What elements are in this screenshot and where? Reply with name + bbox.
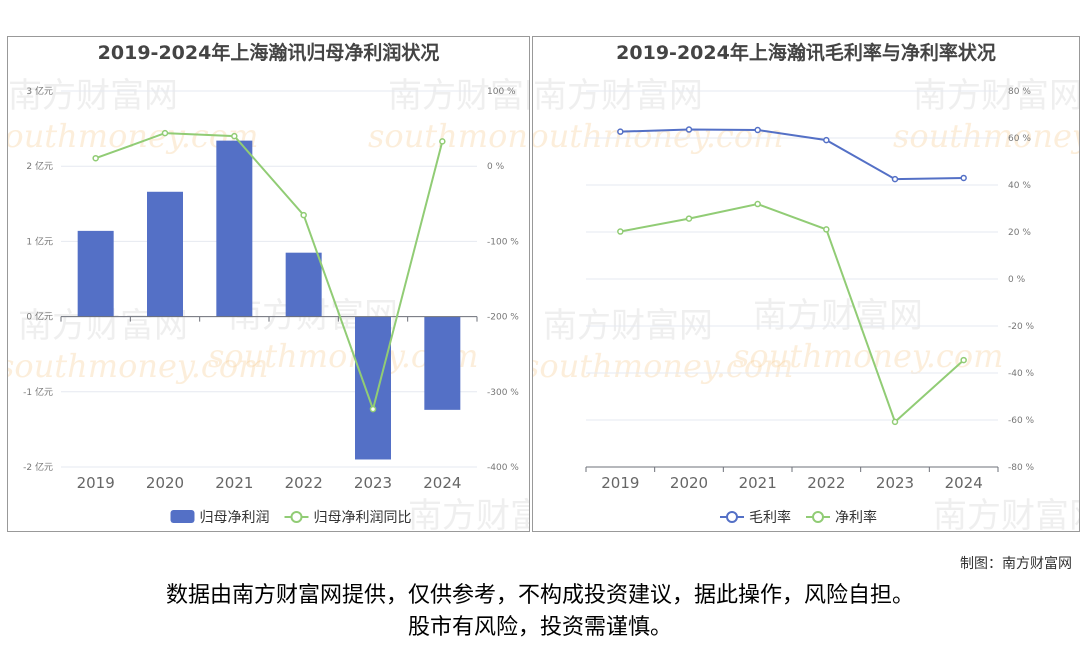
disclaimer: 数据由南方财富网提供，仅供参考，不构成投资建议，据此操作，风险自担。 股市有风险… xyxy=(0,580,1080,644)
y-right-tick-label: -40 % xyxy=(1008,369,1035,379)
data-point xyxy=(823,136,830,144)
data-point xyxy=(754,200,761,208)
series-line-净利率 xyxy=(620,202,965,424)
margin-chart-panel: 南方财富网southmoney.com南方财富网southmoney.com南方… xyxy=(532,36,1080,532)
x-tick-label: 2023 xyxy=(354,474,392,492)
watermark-text: 南方财富网 xyxy=(933,496,1079,531)
disclaimer-line: 股市有风险，投资需谨慎。 xyxy=(407,615,672,640)
data-point xyxy=(685,215,693,222)
bar-2021 xyxy=(216,140,253,317)
legend-label: 净利率 xyxy=(835,509,877,526)
y-right-tick-label: -80 % xyxy=(1008,463,1035,473)
y-right-tick-label: -200 % xyxy=(487,313,519,323)
series-line-归母净利润同比 xyxy=(95,132,444,413)
net-profit-chart-panel: 南方财富网southmoney.com南方财富网southmoney.com南方… xyxy=(7,36,530,532)
data-point xyxy=(161,129,169,137)
watermark-text: southmoney.com xyxy=(893,117,1079,155)
y-right-tick-label: -60 % xyxy=(1008,416,1035,426)
data-point xyxy=(617,228,624,235)
watermark-text: southmoney.com xyxy=(8,347,268,385)
y-left-tick-label: 1 亿元 xyxy=(26,235,53,247)
x-tick-label: 2024 xyxy=(423,474,461,492)
x-tick-label: 2024 xyxy=(945,474,983,492)
y-right-tick-label: 40 % xyxy=(1008,181,1031,191)
bar-2020 xyxy=(147,191,183,317)
x-tick-label: 2019 xyxy=(77,474,115,492)
chart-title: 2019-2024年上海瀚讯毛利率与净利率状况 xyxy=(616,41,996,64)
legend-label: 归母净利润 xyxy=(200,509,270,526)
y-right-tick-label: 0 % xyxy=(1008,275,1026,285)
data-point xyxy=(369,405,377,413)
bar-2019 xyxy=(77,230,114,317)
y-left-tick-label: -2 亿元 xyxy=(23,461,53,473)
y-right-tick-label: -20 % xyxy=(1008,322,1035,332)
x-tick-label: 2022 xyxy=(285,474,323,492)
series-line-毛利率 xyxy=(620,128,964,181)
y-right-tick-label: 20 % xyxy=(1008,228,1031,238)
y-left-tick-label: 3 亿元 xyxy=(26,85,53,97)
watermark-text: southmoney.com xyxy=(533,117,783,155)
y-right-tick-label: 100 % xyxy=(487,87,516,97)
watermark-text: 南方财富网 xyxy=(533,76,703,116)
x-tick-label: 2021 xyxy=(739,474,777,492)
data-point xyxy=(231,132,238,140)
data-point xyxy=(754,126,761,134)
x-tick-label: 2020 xyxy=(670,474,708,492)
data-point xyxy=(92,154,99,162)
x-tick-label: 2023 xyxy=(876,474,914,492)
disclaimer-line: 数据由南方财富网提供，仅供参考，不构成投资建议，据此操作，风险自担。 xyxy=(165,583,914,608)
y-right-tick-label: 0 % xyxy=(487,162,505,172)
legend-bar-swatch xyxy=(170,510,195,523)
data-point xyxy=(439,138,446,145)
data-point xyxy=(891,175,899,183)
data-point xyxy=(960,356,967,364)
net-profit-chart: 南方财富网southmoney.com南方财富网southmoney.com南方… xyxy=(8,41,529,531)
chart-title: 2019-2024年上海瀚讯归母净利润状况 xyxy=(98,41,440,64)
margin-chart: 南方财富网southmoney.com南方财富网southmoney.com南方… xyxy=(533,41,1079,531)
watermark-text: 南方财富网 xyxy=(408,496,529,531)
y-left-tick-label: 0 亿元 xyxy=(26,311,53,323)
x-tick-label: 2021 xyxy=(215,474,253,492)
y-right-tick-label: -400 % xyxy=(487,463,519,473)
legend-label: 归母净利润同比 xyxy=(314,509,412,526)
data-point xyxy=(617,128,624,135)
bar-2022 xyxy=(285,252,322,317)
data-point xyxy=(685,126,693,133)
data-point xyxy=(300,211,307,219)
y-right-tick-label: 80 % xyxy=(1008,87,1031,97)
chart-credit: 制图：南方财富网 xyxy=(960,556,1072,572)
data-point xyxy=(891,418,899,426)
y-right-tick-label: 60 % xyxy=(1008,134,1031,144)
legend-marker xyxy=(812,511,824,523)
x-tick-label: 2020 xyxy=(146,474,184,492)
y-left-tick-label: -1 亿元 xyxy=(23,386,53,398)
watermark-text: southmoney.com xyxy=(368,117,529,155)
data-point xyxy=(823,226,830,233)
watermark-text: southmoney.com xyxy=(733,337,1003,375)
watermark-text: 南方财富网 xyxy=(388,76,529,116)
watermark-text: 南方财富网 xyxy=(8,76,178,116)
legend-label: 毛利率 xyxy=(749,509,791,526)
bar-2023 xyxy=(355,316,391,460)
y-right-tick-label: -100 % xyxy=(487,237,519,247)
x-tick-label: 2022 xyxy=(807,474,845,492)
x-tick-label: 2019 xyxy=(601,474,639,492)
y-right-tick-label: -300 % xyxy=(487,388,519,398)
watermark-text: southmoney.com xyxy=(533,347,793,385)
data-point xyxy=(960,174,967,182)
y-left-tick-label: 2 亿元 xyxy=(26,160,53,172)
watermark-text: 南方财富网 xyxy=(913,76,1079,116)
legend-marker xyxy=(726,511,738,523)
legend-marker xyxy=(290,511,303,523)
bar-2024 xyxy=(424,316,461,410)
watermark-text: 南方财富网 xyxy=(753,296,923,336)
